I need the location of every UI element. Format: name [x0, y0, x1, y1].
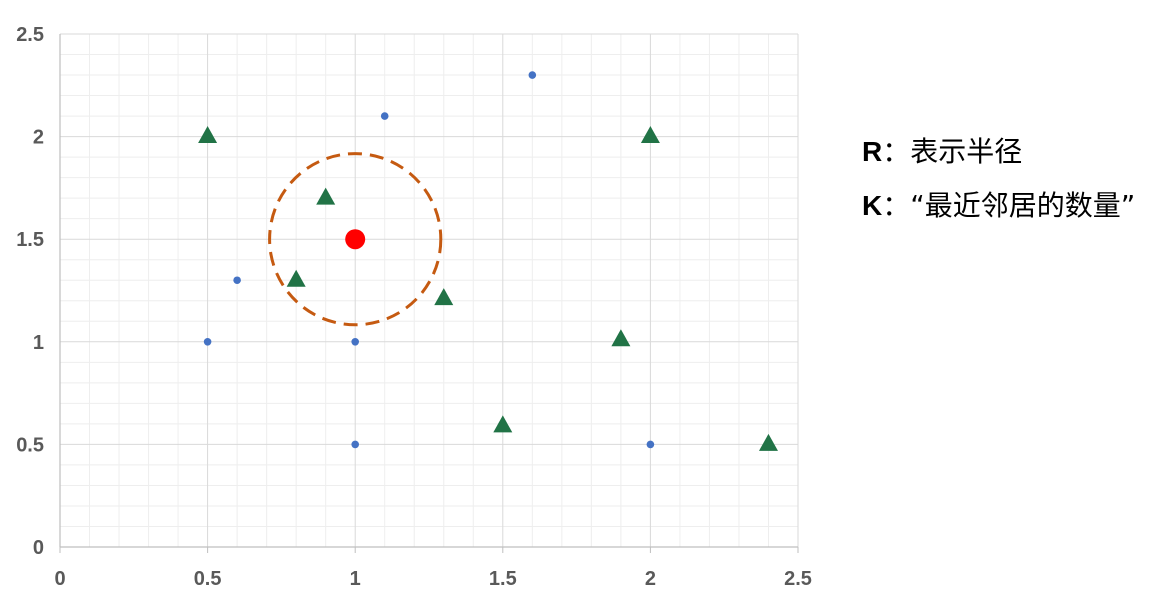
- data-points-layer: [198, 71, 778, 451]
- y-tick-label: 1: [33, 332, 44, 354]
- blue-point: [351, 440, 360, 449]
- minor-grid: [60, 34, 798, 547]
- green-triangle-point: [611, 329, 631, 347]
- blue-point: [380, 112, 389, 120]
- green-triangle-point: [316, 187, 336, 205]
- x-tick-label: 1: [350, 568, 361, 590]
- legend-k-text: ：“最近邻居的数量”: [882, 189, 1136, 222]
- query-point: [345, 229, 366, 250]
- green-triangle-point: [198, 126, 218, 144]
- y-tick-label: 0.5: [16, 434, 44, 456]
- x-tick-label: 0.5: [194, 568, 222, 590]
- blue-point: [646, 440, 655, 449]
- y-tick-label: 2.5: [16, 24, 44, 46]
- x-tick-label: 0: [54, 568, 65, 590]
- axes: [59, 34, 798, 548]
- x-tick-label: 1.5: [489, 568, 517, 590]
- legend-r-text: ：表示半径: [882, 135, 1023, 168]
- y-axis-ticks: 0 0.5 1 1.5 2 2.5: [16, 24, 44, 559]
- blue-point: [203, 338, 212, 346]
- legend-line-r: R：表示半径: [862, 125, 1157, 179]
- blue-point: [351, 338, 360, 346]
- green-triangle-point: [640, 126, 660, 144]
- blue-point: [528, 71, 537, 79]
- legend-k-key: K: [862, 190, 883, 221]
- y-tick-label: 1.5: [16, 229, 44, 251]
- y-tick-label: 2: [33, 127, 44, 149]
- green-triangle-point: [434, 288, 454, 306]
- legend-r-key: R: [862, 136, 883, 167]
- green-triangle-point: [493, 415, 513, 433]
- x-tick-label: 2: [645, 568, 656, 590]
- legend-line-k: K：“最近邻居的数量”: [862, 179, 1157, 233]
- radius-circle-layer: [268, 152, 443, 327]
- major-grid: [59, 33, 799, 548]
- blue-point: [233, 276, 241, 285]
- radius-circle: [268, 152, 443, 327]
- green-triangle-point: [758, 433, 778, 451]
- green-triangle-point: [286, 269, 306, 287]
- x-tick-label: 2.5: [784, 568, 812, 590]
- y-tick-label: 0: [33, 537, 44, 559]
- annotation-legend: R：表示半径 K：“最近邻居的数量”: [862, 125, 1157, 233]
- x-axis-ticks: 0 0.5 1 1.5 2 2.5: [54, 547, 812, 590]
